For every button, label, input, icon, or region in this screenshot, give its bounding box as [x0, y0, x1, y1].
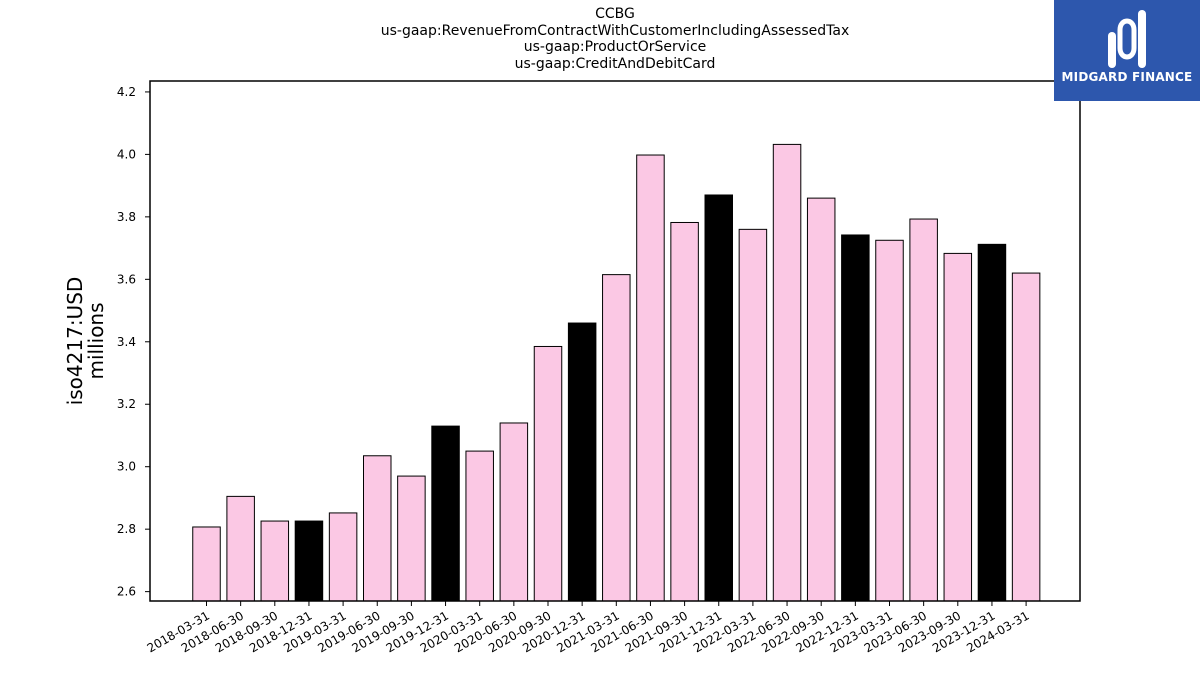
bar-2023-12-31: [977, 243, 1007, 602]
y-axis-label-line-1: iso4217:USD: [63, 277, 87, 406]
bar-2020-09-30: [533, 345, 563, 602]
y-tick-label: 4.0: [117, 147, 136, 161]
bar-2018-03-31: [192, 526, 221, 602]
bar-2018-09-30: [260, 520, 290, 602]
x-axis: 2018-03-312018-06-302018-09-302018-12-31…: [145, 601, 1032, 655]
bar-2023-03-31: [875, 239, 904, 602]
chart-title-line-2: us-gaap:RevenueFromContractWithCustomerI…: [380, 22, 850, 39]
bar-2023-06-30: [909, 218, 938, 602]
bar-2021-12-31: [704, 194, 733, 602]
bar-2022-03-31: [738, 228, 768, 602]
bar-2024-03-31: [1011, 272, 1041, 602]
y-axis-label-line-2: millions: [84, 302, 108, 379]
y-tick-label: 4.2: [117, 85, 136, 99]
y-axis: 2.6 2.8 3.0 3.2 3.4 3.6 3.8 4.0 4.2: [117, 85, 150, 599]
bar-2021-06-30: [636, 154, 665, 602]
bar-2018-12-31: [294, 520, 324, 602]
y-tick-label: 3.6: [117, 272, 136, 286]
logo-text: MIDGARD FINANCE: [1061, 70, 1193, 84]
bar-2021-09-30: [670, 221, 699, 602]
bar-2019-12-31: [431, 425, 460, 602]
bar-2019-09-30: [397, 475, 426, 602]
y-tick-label: 3.0: [117, 460, 136, 474]
y-tick-label: 2.6: [117, 585, 136, 599]
bar-2022-09-30: [806, 197, 836, 602]
logo-mark-icon: [1108, 10, 1146, 68]
bar-2021-03-31: [602, 274, 631, 602]
y-axis-label: iso4217:USD millions: [63, 277, 108, 406]
bar-2020-06-30: [499, 422, 529, 602]
y-tick-label: 3.2: [117, 397, 136, 411]
plot-frame: [149, 80, 1081, 602]
chart-title-line-1: CCBG: [595, 6, 635, 22]
midgard-finance-logo: MIDGARD FINANCE: [1054, 0, 1200, 101]
bar-2022-06-30: [772, 143, 802, 602]
chart-title: CCBG us-gaap:RevenueFromContractWithCust…: [150, 6, 1080, 72]
chart-title-line-4: us-gaap:CreditAndDebitCard: [514, 55, 716, 72]
bar-2023-09-30: [943, 252, 973, 602]
chart-title-line-3: us-gaap:ProductOrService: [523, 39, 707, 55]
y-tick-label: 2.8: [117, 522, 136, 536]
bar-2020-03-31: [465, 450, 494, 602]
bar-2019-06-30: [363, 455, 392, 602]
bar-2019-03-31: [328, 512, 358, 602]
bar-2022-12-31: [841, 234, 870, 602]
bar-2018-06-30: [226, 495, 255, 602]
y-tick-label: 3.8: [117, 210, 136, 224]
bars-group: [192, 143, 1041, 602]
y-tick-label: 3.4: [117, 335, 136, 349]
bar-2020-12-31: [567, 322, 597, 602]
